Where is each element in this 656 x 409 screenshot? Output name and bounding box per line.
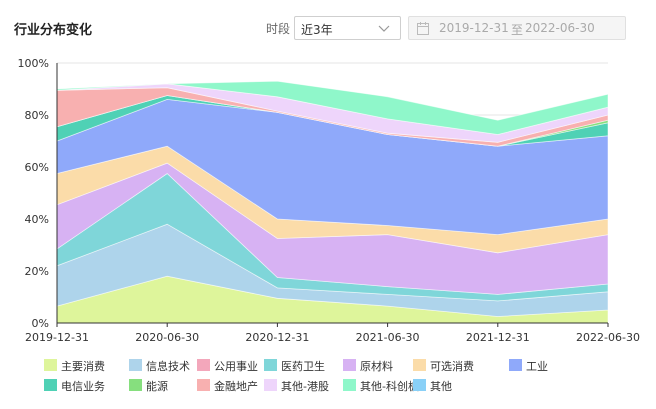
legend-item-金融地产[interactable]: 金融地产 bbox=[197, 379, 258, 393]
x-tick-label: 2021-12-31 bbox=[466, 331, 530, 344]
legend-label: 其他 bbox=[430, 380, 452, 393]
legend-swatch bbox=[197, 379, 210, 391]
legend-swatch bbox=[264, 379, 277, 391]
chart-title: 行业分布变化 bbox=[14, 23, 93, 38]
period-select[interactable]: 近3年 bbox=[294, 16, 401, 40]
area-工业 bbox=[56, 98, 609, 236]
legend-label: 其他-科创板 bbox=[360, 379, 419, 393]
area-信息技术 bbox=[56, 223, 609, 317]
legend-label: 电信业务 bbox=[61, 380, 105, 393]
legend-item-信息技术[interactable]: 信息技术 bbox=[129, 359, 190, 373]
legend-item-可选消费[interactable]: 可选消费 bbox=[413, 359, 474, 373]
legend-swatch bbox=[413, 359, 426, 371]
legend-label: 可选消费 bbox=[430, 359, 474, 373]
legend-label: 公用事业 bbox=[214, 360, 258, 373]
legend-item-主要消费[interactable]: 主要消费 bbox=[44, 359, 105, 373]
period-label: 时段 bbox=[266, 22, 291, 36]
legend-item-电信业务[interactable]: 电信业务 bbox=[44, 379, 105, 393]
date-separator: 至 bbox=[511, 23, 524, 37]
legend-item-医药卫生[interactable]: 医药卫生 bbox=[264, 359, 325, 373]
area-电信业务 bbox=[56, 95, 609, 147]
legend-label: 金融地产 bbox=[214, 379, 258, 393]
legend-label: 原材料 bbox=[360, 359, 393, 373]
x-tick-label: 2022-06-30 bbox=[576, 331, 640, 344]
x-tick-label: 2020-06-30 bbox=[135, 331, 199, 344]
legend-label: 工业 bbox=[526, 360, 548, 373]
y-tick-label: 80% bbox=[25, 109, 49, 122]
date-end: 2022-06-30 bbox=[525, 21, 595, 35]
x-tick-label: 2020-12-31 bbox=[245, 331, 309, 344]
stacked-areas bbox=[56, 80, 609, 324]
legend-label: 信息技术 bbox=[146, 359, 190, 373]
legend-item-能源[interactable]: 能源 bbox=[129, 379, 168, 393]
legend-swatch bbox=[343, 359, 356, 371]
legend-item-原材料[interactable]: 原材料 bbox=[343, 359, 393, 373]
axes: 0% 20% 40% 60% 80% 100% 2019-12-31 2020-06-30 20… bbox=[18, 57, 640, 344]
area-能源 bbox=[56, 95, 609, 147]
y-tick-label: 100% bbox=[18, 57, 49, 70]
area-金融地产 bbox=[56, 87, 609, 147]
legend-swatch bbox=[197, 359, 210, 371]
area-主要消费 bbox=[56, 275, 609, 324]
area-其他-科创板 bbox=[56, 80, 609, 135]
legend-swatch bbox=[129, 379, 142, 391]
legend-label: 医药卫生 bbox=[281, 359, 325, 373]
area-可选消费 bbox=[56, 145, 609, 254]
legend-item-其他[interactable]: 其他 bbox=[413, 379, 452, 393]
x-tick-label: 2019-12-31 bbox=[25, 331, 89, 344]
grid-lines bbox=[57, 62, 608, 324]
y-tick-label: 40% bbox=[25, 213, 49, 226]
legend-item-其他-港股[interactable]: 其他-港股 bbox=[264, 379, 329, 393]
legend-item-公用事业[interactable]: 公用事业 bbox=[197, 359, 258, 373]
area-其他-港股 bbox=[56, 83, 609, 143]
date-start: 2019-12-31 bbox=[439, 21, 509, 35]
y-tick-label: 20% bbox=[25, 265, 49, 278]
legend-item-其他-科创板[interactable]: 其他-科创板 bbox=[343, 379, 419, 393]
area-原材料 bbox=[56, 162, 609, 295]
legend-swatch bbox=[129, 359, 142, 371]
date-range-picker[interactable]: 2019-12-31 至 2022-06-30 bbox=[408, 16, 626, 40]
legend-item-工业[interactable]: 工业 bbox=[509, 359, 548, 373]
legend-swatch bbox=[44, 359, 57, 371]
x-tick-label: 2021-06-30 bbox=[356, 331, 420, 344]
legend-label: 能源 bbox=[146, 379, 168, 393]
calendar-icon bbox=[417, 22, 429, 35]
period-select-value: 近3年 bbox=[301, 23, 333, 37]
legend-swatch bbox=[413, 379, 426, 391]
chevron-down-icon bbox=[378, 25, 390, 32]
area-医药卫生 bbox=[56, 172, 609, 302]
y-tick-label: 60% bbox=[25, 161, 49, 174]
legend-label: 主要消费 bbox=[61, 359, 105, 373]
legend-label: 其他-港股 bbox=[281, 380, 329, 393]
legend-swatch bbox=[343, 379, 356, 391]
legend-swatch bbox=[44, 379, 57, 391]
legend-swatch bbox=[509, 359, 522, 371]
legend-swatch bbox=[264, 359, 277, 371]
y-tick-label: 0% bbox=[32, 317, 49, 330]
